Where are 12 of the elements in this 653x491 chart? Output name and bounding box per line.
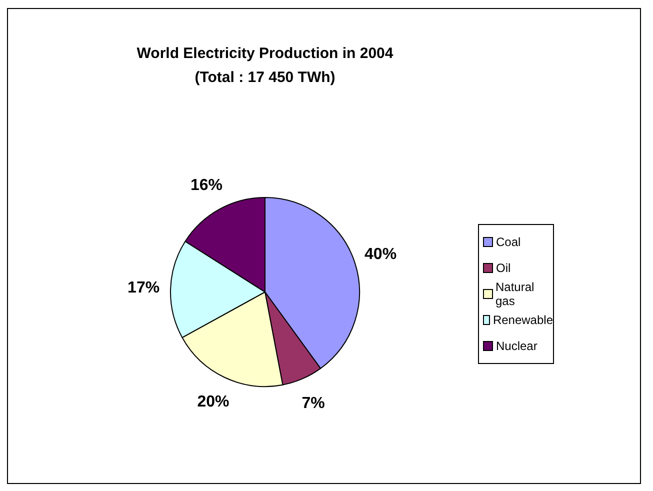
chart-subtitle: (Total : 17 450 TWh): [194, 68, 336, 88]
data-label: 40%: [364, 246, 397, 263]
legend-label: Natural gas: [496, 280, 536, 308]
legend-label: Oil: [496, 261, 511, 275]
legend-label: Renewable: [492, 313, 553, 327]
legend-label: Coal: [496, 235, 521, 249]
legend-label: Nuclear: [496, 339, 538, 353]
data-label: 20%: [197, 393, 230, 410]
chart-title: World Electricity Production in 2004: [136, 44, 394, 64]
data-label: 17%: [128, 280, 160, 297]
data-label: 7%: [302, 394, 325, 412]
data-label: 16%: [190, 176, 222, 194]
